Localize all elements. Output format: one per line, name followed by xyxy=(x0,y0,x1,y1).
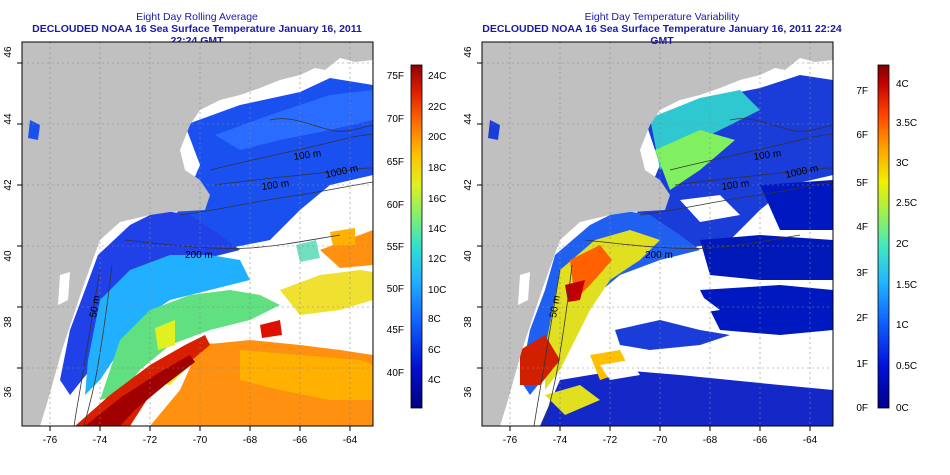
cb-f-label: 40F xyxy=(387,368,404,379)
cb-c-label: 3.5C xyxy=(896,118,917,129)
cb-f-label: 50F xyxy=(387,284,404,295)
cb-c-label: 20C xyxy=(428,132,446,143)
right-lon-axis: -76 -74 -72 -70 -68 -66 -64 xyxy=(503,435,818,446)
cb-c-label: 24C xyxy=(428,71,446,82)
lon-label: -68 xyxy=(243,435,258,446)
cb-f-label: 5F xyxy=(856,178,868,189)
right-colorbar-c-labels: 4C 3.5C 3C 2.5C 2C 1.5C 1C 0.5C 0C xyxy=(896,79,917,414)
lon-label: -66 xyxy=(753,435,768,446)
lon-label: -74 xyxy=(553,435,568,446)
lat-label: 46 xyxy=(3,46,14,58)
right-panel-subtitle: DECLOUDED NOAA 16 Sea Surface Temperatur… xyxy=(482,23,842,47)
lat-label: 44 xyxy=(463,113,474,125)
cb-c-label: 3C xyxy=(896,158,909,169)
cb-f-label: 45F xyxy=(387,325,404,336)
lat-label: 36 xyxy=(3,386,14,398)
cb-c-label: 4C xyxy=(428,375,441,386)
left-colorbar xyxy=(410,64,423,409)
cb-c-label: 1C xyxy=(896,320,909,331)
cb-f-label: 55F xyxy=(387,242,404,253)
left-lon-axis: -76 -74 -72 -70 -68 -66 -64 xyxy=(43,435,358,446)
right-contour-label: 100 m xyxy=(753,148,782,163)
cb-c-label: 8C xyxy=(428,314,441,325)
cb-f-label: 4F xyxy=(856,222,868,233)
lat-label: 42 xyxy=(3,179,14,191)
lat-label: 38 xyxy=(3,316,14,328)
lat-label: 46 xyxy=(463,46,474,58)
right-panel-title-block: Eight Day Temperature Variability DECLOU… xyxy=(482,11,842,47)
lat-label: 38 xyxy=(463,316,474,328)
cb-f-label: 1F xyxy=(856,359,868,370)
cb-f-label: 60F xyxy=(387,200,404,211)
lon-label: -72 xyxy=(603,435,618,446)
right-contour-label: 200 m xyxy=(645,250,673,261)
left-contour-label: 200 m xyxy=(185,250,213,261)
left-contour-label: 50 m xyxy=(88,295,103,319)
cb-c-label: 0C xyxy=(896,403,909,414)
right-colorbar xyxy=(877,64,890,409)
lon-label: -70 xyxy=(653,435,668,446)
right-lat-axis: 46 44 42 40 38 36 xyxy=(463,46,474,398)
cb-f-label: 7F xyxy=(856,86,868,97)
left-panel-title: Eight Day Rolling Average xyxy=(136,11,258,23)
right-colorbar-f-labels: 7F 6F 5F 4F 3F 2F 1F 0F xyxy=(856,86,868,414)
lon-label: -68 xyxy=(703,435,718,446)
lat-label: 44 xyxy=(3,113,14,125)
left-colorbar-f-labels: 75F 70F 65F 60F 55F 50F 45F 40F xyxy=(387,71,404,379)
left-lat-axis: 46 44 42 40 38 36 xyxy=(3,46,14,398)
cb-c-label: 16C xyxy=(428,194,446,205)
left-colorbar-c-labels: 24C 22C 20C 18C 16C 14C 12C 10C 8C 6C 4C xyxy=(428,71,446,386)
right-contour-label: 50 m xyxy=(548,295,563,319)
lat-label: 40 xyxy=(463,250,474,262)
cb-c-label: 0.5C xyxy=(896,361,917,372)
lat-label: 42 xyxy=(463,179,474,191)
left-contour-label: 100 m xyxy=(293,148,322,163)
cb-c-label: 4C xyxy=(896,79,909,90)
lon-label: -76 xyxy=(503,435,518,446)
cb-c-label: 6C xyxy=(428,345,441,356)
lon-label: -74 xyxy=(93,435,108,446)
lat-label: 36 xyxy=(463,386,474,398)
cb-c-label: 2C xyxy=(896,239,909,250)
cb-c-label: 18C xyxy=(428,163,446,174)
lon-label: -64 xyxy=(803,435,818,446)
cb-f-label: 65F xyxy=(387,157,404,168)
lon-label: -76 xyxy=(43,435,58,446)
cb-f-label: 70F xyxy=(387,114,404,125)
cb-c-label: 1.5C xyxy=(896,280,917,291)
lon-label: -70 xyxy=(193,435,208,446)
right-panel-title: Eight Day Temperature Variability xyxy=(584,11,740,23)
cb-c-label: 14C xyxy=(428,224,446,235)
lon-label: -66 xyxy=(293,435,308,446)
lon-label: -72 xyxy=(143,435,158,446)
cb-c-label: 22C xyxy=(428,102,446,113)
cb-f-label: 6F xyxy=(856,130,868,141)
lon-label: -64 xyxy=(343,435,358,446)
cb-f-label: 0F xyxy=(856,403,868,414)
cb-c-label: 10C xyxy=(428,285,446,296)
cb-f-label: 3F xyxy=(856,268,868,279)
cb-f-label: 2F xyxy=(856,313,868,324)
cb-c-label: 12C xyxy=(428,254,446,265)
cb-c-label: 2.5C xyxy=(896,198,917,209)
left-contour-label: 100 m xyxy=(261,178,290,193)
lat-label: 40 xyxy=(3,250,14,262)
right-contour-label: 100 m xyxy=(721,178,750,193)
cb-f-label: 75F xyxy=(387,71,404,82)
